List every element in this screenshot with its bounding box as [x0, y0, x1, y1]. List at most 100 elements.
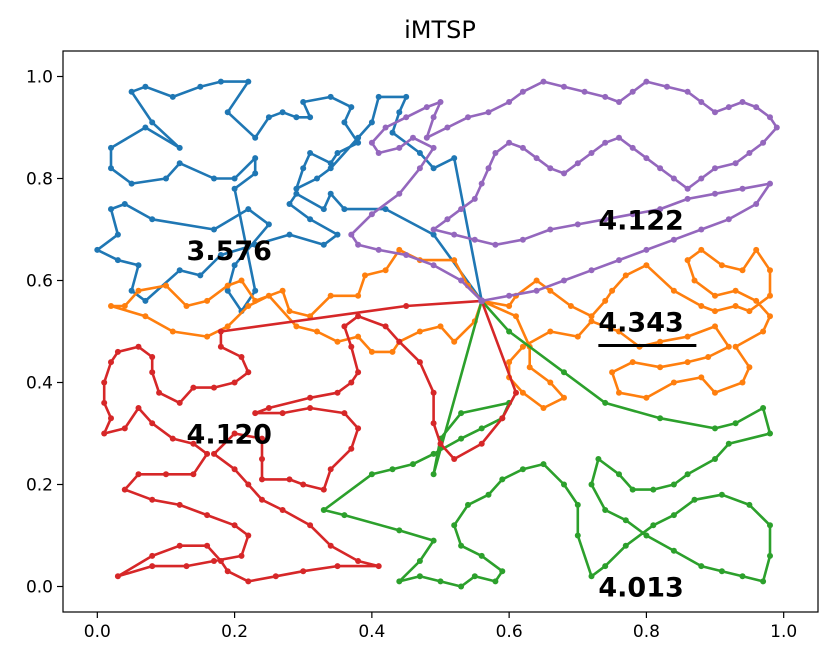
route-3-point	[389, 466, 396, 473]
route-1-point	[334, 231, 341, 238]
y-tick-label: 0.0	[26, 578, 53, 598]
route-4-point	[252, 410, 259, 417]
route-2-point	[355, 292, 362, 299]
route-3-point	[718, 568, 725, 575]
route-3-point	[588, 481, 595, 488]
route-5-point	[437, 99, 444, 105]
route-4-point	[327, 466, 334, 473]
route-5-point	[760, 139, 767, 146]
route-4-point	[430, 420, 437, 427]
route-3-point	[430, 471, 437, 478]
route-1-point	[375, 93, 382, 100]
route-1-point	[341, 206, 348, 213]
route-5-point	[410, 134, 416, 141]
route-3-point	[430, 450, 437, 457]
route-1-point	[327, 165, 334, 172]
route-3-point	[430, 537, 437, 544]
route-1-point	[224, 287, 231, 294]
x-tick-label: 0.2	[221, 622, 248, 642]
route-5-point	[465, 114, 471, 121]
route-3-point	[574, 501, 581, 508]
route-1-point	[279, 109, 286, 116]
route-5-point	[471, 236, 478, 243]
route-5-point	[458, 206, 465, 213]
route-5-point	[561, 83, 567, 90]
route-1-point	[128, 180, 135, 187]
route-4-point	[327, 542, 334, 549]
route-1-point	[108, 206, 114, 213]
route-4-point	[135, 471, 142, 478]
route-1-point	[176, 160, 183, 167]
route-line-2	[109, 248, 772, 410]
route-4-point	[259, 476, 265, 483]
route-1-point	[231, 175, 238, 182]
route-4-point	[183, 563, 190, 570]
x-tick-label: 0.4	[358, 622, 385, 642]
route-4-point	[114, 348, 121, 355]
route-3-point	[650, 522, 657, 529]
route-1-point	[320, 206, 327, 213]
route-1-point	[293, 190, 300, 197]
route-3-point	[437, 578, 444, 585]
route-4-point	[300, 568, 307, 575]
route-4-point	[224, 568, 231, 575]
route-5-point	[430, 226, 437, 233]
route-5	[348, 78, 780, 304]
route-1-point	[341, 119, 348, 126]
route-3-point	[465, 501, 471, 508]
route-5-point	[643, 155, 650, 162]
route-5-point	[485, 109, 492, 116]
route-2-point	[684, 257, 691, 264]
route-5-point	[657, 165, 664, 172]
route-4-point	[382, 323, 389, 330]
route-2-point	[163, 282, 169, 289]
route-5-point	[657, 206, 664, 213]
route-4-point	[231, 430, 238, 437]
route-2-point	[574, 333, 581, 340]
route-5-point	[698, 226, 705, 233]
route-4-point	[279, 410, 286, 417]
route-2-point	[588, 318, 595, 325]
route-1-point	[211, 175, 217, 182]
route-3-point	[396, 527, 403, 534]
route-3-point	[746, 501, 753, 508]
route-4-point	[211, 384, 217, 391]
route-2-point	[286, 308, 293, 315]
route-4-point	[149, 354, 156, 360]
route-2-point	[698, 246, 705, 253]
route-1-point	[108, 144, 114, 151]
route-3-point	[698, 563, 705, 570]
route-length-label-3: 4.013	[598, 573, 683, 604]
route-3-point	[760, 405, 767, 411]
route-3-point	[684, 471, 691, 478]
route-1-point	[300, 165, 307, 172]
route-2-point	[629, 359, 636, 366]
route-4-point	[478, 440, 485, 447]
route-4-point	[437, 440, 444, 447]
route-5-point	[403, 252, 410, 258]
y-tick-label: 1.0	[26, 68, 53, 88]
route-4-point	[499, 415, 506, 422]
route-5-point	[629, 211, 636, 218]
route-4-point	[211, 558, 217, 564]
route-5-point	[629, 144, 636, 151]
route-5-point	[643, 246, 650, 253]
route-5-point	[753, 201, 760, 207]
route-1-point	[114, 257, 121, 264]
route-3-point	[451, 522, 458, 529]
route-2-point	[519, 389, 526, 396]
route-1-point	[252, 170, 259, 177]
route-1-point	[142, 124, 149, 131]
route-3-point	[670, 512, 677, 519]
route-3-point	[691, 496, 698, 503]
route-1-point	[355, 134, 362, 141]
route-3-point	[767, 430, 773, 437]
route-2-point	[547, 328, 554, 335]
route-2-point	[121, 303, 128, 309]
route-length-label-5: 4.122	[598, 206, 683, 237]
route-5-point	[712, 165, 718, 172]
route-5-point	[430, 262, 437, 269]
route-1-point	[114, 231, 121, 238]
route-5-point	[451, 231, 458, 238]
